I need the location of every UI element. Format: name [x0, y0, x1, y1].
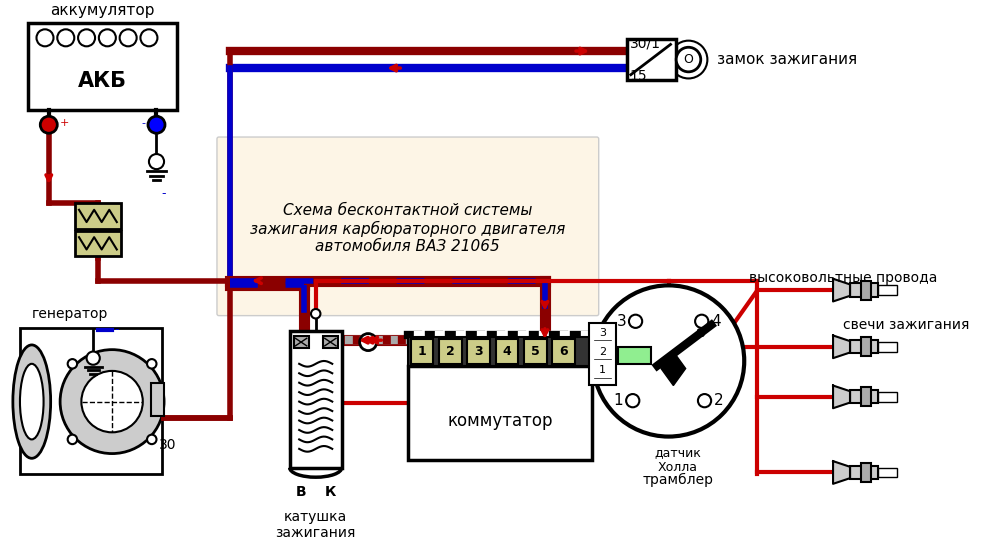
Text: К: К: [324, 485, 336, 499]
Circle shape: [99, 29, 116, 47]
Circle shape: [78, 29, 95, 47]
Circle shape: [629, 315, 642, 328]
Bar: [408, 338, 592, 366]
Text: АКБ: АКБ: [78, 71, 127, 91]
Circle shape: [37, 29, 54, 47]
Bar: [850, 283, 878, 296]
Bar: [293, 337, 308, 348]
Text: высоковольтные провода: высоковольтные провода: [748, 271, 937, 285]
Bar: [861, 338, 871, 357]
Circle shape: [593, 286, 745, 437]
Text: -: -: [114, 324, 119, 337]
Circle shape: [698, 394, 712, 407]
Text: -: -: [162, 187, 166, 200]
Bar: [589, 323, 616, 385]
Circle shape: [311, 309, 320, 319]
Text: 2: 2: [446, 345, 455, 358]
Ellipse shape: [20, 364, 44, 439]
Ellipse shape: [82, 371, 143, 432]
Bar: [439, 339, 462, 364]
Circle shape: [87, 352, 100, 365]
Text: O: O: [684, 53, 694, 66]
Bar: [151, 382, 164, 416]
Text: 1: 1: [614, 393, 624, 408]
Polygon shape: [833, 461, 850, 484]
FancyBboxPatch shape: [217, 137, 599, 315]
Text: замок зажигания: замок зажигания: [717, 52, 857, 67]
Text: -: -: [141, 118, 145, 128]
Bar: [410, 339, 433, 364]
Circle shape: [149, 154, 164, 169]
Text: В: В: [295, 485, 306, 499]
Bar: [861, 281, 871, 300]
Circle shape: [148, 116, 165, 133]
Bar: [850, 466, 878, 479]
Bar: [627, 39, 677, 80]
Circle shape: [359, 334, 376, 351]
Text: 3: 3: [599, 328, 606, 338]
Bar: [322, 337, 338, 348]
Text: 1: 1: [417, 345, 426, 358]
Bar: [496, 339, 518, 364]
Bar: [861, 387, 871, 406]
Circle shape: [40, 116, 57, 133]
Text: 6: 6: [560, 345, 568, 358]
Circle shape: [120, 29, 137, 47]
Text: катушка
зажигания: катушка зажигания: [275, 510, 356, 540]
Circle shape: [57, 29, 74, 47]
Bar: [878, 342, 897, 352]
Bar: [878, 392, 897, 401]
Text: 3: 3: [474, 345, 483, 358]
Text: генератор: генератор: [31, 307, 108, 321]
Circle shape: [68, 359, 77, 368]
Text: 1: 1: [599, 365, 606, 375]
Circle shape: [68, 434, 77, 444]
Bar: [467, 339, 490, 364]
Bar: [524, 339, 547, 364]
Circle shape: [670, 41, 708, 78]
Circle shape: [677, 47, 701, 72]
Bar: [861, 463, 871, 482]
Circle shape: [147, 359, 157, 368]
Text: датчик
Холла: датчик Холла: [655, 446, 702, 474]
Text: 2: 2: [599, 347, 606, 357]
Circle shape: [147, 434, 157, 444]
Text: трамблер: трамблер: [643, 472, 714, 486]
Bar: [289, 331, 341, 468]
Text: 30: 30: [159, 438, 177, 452]
Text: 15: 15: [630, 69, 648, 83]
Text: 4: 4: [711, 314, 721, 329]
Text: свечи зажигания: свечи зажигания: [842, 318, 969, 332]
Bar: [28, 23, 178, 110]
Bar: [850, 390, 878, 404]
Bar: [75, 203, 121, 229]
Bar: [850, 340, 878, 353]
Text: 3: 3: [617, 314, 627, 329]
Text: Схема бесконтактной системы
зажигания карбюраторного двигателя
автомобиля ВАЗ 21: Схема бесконтактной системы зажигания ка…: [250, 203, 566, 254]
Bar: [75, 230, 121, 256]
Text: 2: 2: [714, 393, 724, 408]
Ellipse shape: [13, 345, 51, 458]
Circle shape: [695, 315, 709, 328]
Polygon shape: [833, 335, 850, 358]
Text: 30/1: 30/1: [630, 36, 661, 50]
Bar: [553, 339, 575, 364]
Text: +: +: [60, 118, 70, 128]
Text: 4: 4: [503, 345, 511, 358]
Polygon shape: [661, 352, 686, 386]
Text: коммутатор: коммутатор: [447, 412, 553, 430]
Bar: [878, 286, 897, 295]
Bar: [408, 366, 592, 460]
Bar: [618, 347, 651, 364]
Polygon shape: [833, 279, 850, 301]
Circle shape: [141, 29, 158, 47]
Bar: [20, 328, 162, 474]
Ellipse shape: [60, 349, 164, 453]
Text: 5: 5: [531, 345, 540, 358]
Polygon shape: [833, 386, 850, 408]
Text: аккумулятор: аккумулятор: [50, 3, 155, 18]
Bar: [878, 468, 897, 477]
Circle shape: [626, 394, 640, 407]
